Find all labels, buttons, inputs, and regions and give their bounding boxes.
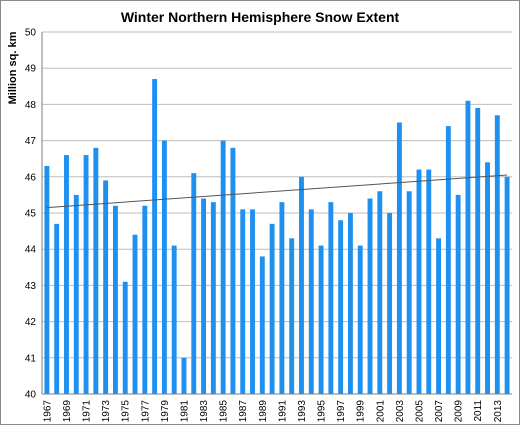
x-tick-label: 2013 — [493, 400, 504, 423]
bar-1999 — [357, 245, 363, 394]
bar-1976 — [132, 234, 138, 394]
bar-1972 — [93, 147, 99, 394]
x-tick-label: 1997 — [336, 400, 347, 423]
bar-1968 — [54, 223, 60, 394]
bar-2003 — [396, 122, 402, 394]
x-tick-label: 2011 — [473, 400, 484, 422]
x-tick-label: 1967 — [42, 400, 53, 423]
y-tick-label: 47 — [25, 136, 37, 147]
x-tick-label: 1991 — [277, 400, 288, 423]
x-tick-label: 1995 — [317, 400, 328, 423]
bar-2014 — [504, 176, 510, 394]
bar-2005 — [416, 169, 422, 394]
bar-1989 — [259, 256, 265, 394]
y-tick-label: 40 — [25, 390, 37, 401]
bar-2007 — [436, 238, 442, 394]
x-tick-label: 2007 — [434, 400, 445, 423]
y-tick-label: 45 — [25, 209, 37, 220]
x-tick-label: 1989 — [258, 400, 269, 423]
bar-2004 — [406, 191, 412, 394]
bar-1977 — [142, 205, 148, 394]
bar-1991 — [279, 202, 285, 394]
y-tick-label: 48 — [25, 100, 37, 111]
bar-2010 — [465, 100, 471, 394]
bar-1980 — [171, 245, 177, 394]
bar-1979 — [161, 140, 167, 394]
gridlines — [42, 31, 512, 395]
x-tick-label: 1999 — [356, 400, 367, 423]
bar-1988 — [250, 209, 255, 394]
bar-1978 — [152, 79, 158, 394]
x-tick-label: 1975 — [121, 400, 132, 423]
bar-1995 — [318, 245, 324, 394]
bar-2009 — [455, 194, 461, 394]
bar-1997 — [338, 220, 344, 394]
bar-1967 — [44, 165, 50, 394]
bar-1987 — [240, 209, 246, 394]
trendline — [46, 174, 508, 209]
x-tick-label: 1987 — [238, 400, 249, 423]
x-tick-label: 2009 — [454, 400, 465, 423]
bar-1982 — [191, 173, 197, 394]
y-tick-label: 42 — [25, 317, 37, 328]
bar-1973 — [103, 180, 109, 394]
y-tick-labels: 40 41 42 43 44 45 46 47 48 49 50 — [25, 28, 37, 401]
x-tick-label: 1977 — [140, 400, 151, 423]
bar-2013 — [494, 115, 500, 394]
bar-1975 — [122, 281, 128, 394]
x-tick-label: 1973 — [101, 400, 112, 423]
x-tick-label: 1969 — [62, 400, 73, 423]
y-tick-label: 41 — [25, 353, 37, 364]
y-tick-label: 44 — [25, 245, 37, 256]
bar-2012 — [485, 162, 490, 394]
x-tick-label: 1993 — [297, 400, 308, 423]
bar-2008 — [445, 126, 451, 395]
bar-1994 — [308, 209, 314, 394]
bar-1969 — [64, 155, 69, 394]
bar-2000 — [367, 198, 373, 394]
bar-1996 — [328, 202, 334, 394]
x-tick-label: 1971 — [82, 400, 93, 423]
axes — [41, 32, 512, 395]
y-tick-label: 49 — [25, 64, 37, 75]
y-tick-label: 50 — [25, 28, 37, 39]
bar-1983 — [201, 198, 207, 394]
y-tick-label: 43 — [25, 281, 37, 292]
y-axis-label: Million sq. km — [7, 31, 19, 104]
bar-1990 — [269, 223, 275, 394]
x-tick-label: 1983 — [199, 400, 210, 423]
bar-1986 — [230, 147, 236, 394]
trendline-line — [46, 174, 508, 209]
bar-1992 — [289, 238, 295, 394]
x-tick-label: 2005 — [414, 400, 425, 423]
bar-2006 — [426, 169, 432, 394]
x-tick-label: 2003 — [395, 400, 406, 423]
y-tick-label: 46 — [25, 172, 37, 183]
x-tick-labels: 1967 1969 1971 1973 1975 1977 1979 1981 1983 1985… — [42, 400, 503, 423]
bar-1981 — [181, 357, 187, 394]
bars — [44, 79, 510, 395]
chart-title: Winter Northern Hemisphere Snow Extent — [121, 9, 400, 25]
x-tick-label: 2001 — [375, 400, 386, 423]
bar-1984 — [210, 202, 216, 394]
x-tick-label: 1985 — [219, 400, 230, 423]
bar-1993 — [299, 176, 304, 394]
x-tick-label: 1979 — [160, 400, 171, 423]
bar-1974 — [112, 205, 118, 394]
x-tick-label: 1981 — [179, 400, 190, 423]
bar-2001 — [377, 191, 383, 394]
bar-1970 — [73, 194, 79, 394]
bar-1985 — [220, 140, 226, 394]
bar-2011 — [475, 108, 481, 395]
bar-1971 — [83, 155, 89, 394]
bar-2002 — [387, 213, 393, 394]
bar-1998 — [347, 213, 353, 394]
